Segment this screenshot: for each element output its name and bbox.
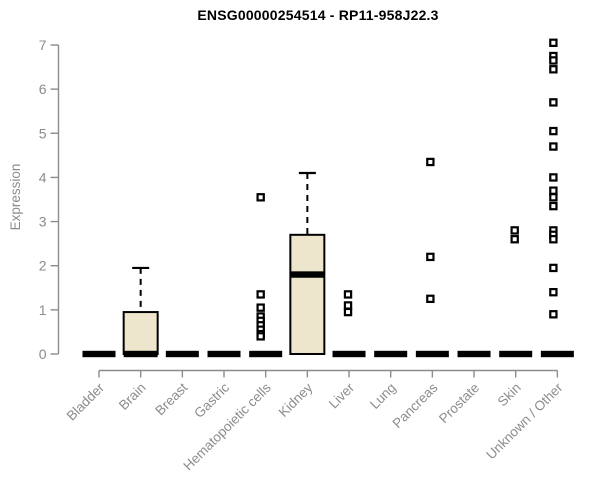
outlier-point [343, 301, 353, 310]
zero-bar [540, 350, 574, 358]
zero-bar [332, 350, 366, 358]
x-tick-label: Skin [495, 380, 524, 409]
y-tick-label: 7 [39, 37, 47, 53]
outlier-point [549, 235, 558, 244]
x-tick-label: Kidney [276, 380, 316, 420]
x-tick-label: Breast [152, 380, 190, 418]
outlier-point [426, 157, 435, 167]
outlier-point [343, 307, 353, 317]
zero-bar [82, 350, 116, 358]
y-tick-label: 2 [39, 258, 47, 274]
outlier-point [256, 193, 265, 202]
x-tick-label: Unknown / Other [483, 380, 566, 463]
zero-bar [499, 350, 533, 358]
x-tick-label: Gastric [191, 380, 232, 421]
outlier-point [256, 290, 265, 299]
outlier-point [549, 310, 558, 319]
outlier-point [549, 56, 558, 65]
outlier-point [549, 287, 558, 297]
outlier-point [549, 263, 558, 273]
x-tick-label: Bladder [64, 380, 108, 424]
outlier-point [549, 126, 558, 136]
chart-title: ENSG00000254514 - RP11-958J22.3 [197, 7, 439, 23]
outlier-point [510, 226, 519, 235]
x-tick-label: Prostate [436, 380, 482, 426]
outlier-point [549, 201, 558, 211]
box-kidney [289, 233, 326, 355]
outlier-point [549, 65, 558, 74]
outlier-point [549, 98, 558, 107]
median-line [123, 350, 158, 358]
outlier-point [549, 186, 558, 195]
outlier-point [256, 332, 265, 341]
outlier-point [426, 252, 435, 262]
outlier-point [510, 235, 519, 244]
y-tick-label: 0 [39, 346, 47, 362]
outlier-point [549, 142, 558, 151]
zero-bar [374, 350, 408, 358]
box-brain [122, 311, 159, 355]
y-tick-label: 5 [39, 125, 47, 141]
zero-bar [207, 350, 241, 358]
x-tick-label: Lung [367, 380, 399, 412]
outlier-point [549, 38, 558, 47]
outlier-point [549, 173, 558, 182]
outlier-point [256, 303, 265, 312]
zero-bar [415, 350, 449, 358]
y-tick-label: 4 [39, 169, 47, 185]
outlier-point [549, 193, 558, 202]
x-tick-label: Brain [116, 380, 149, 413]
y-tick-label: 6 [39, 81, 47, 97]
y-tick-label: 1 [39, 302, 47, 318]
outlier-point [343, 290, 353, 299]
zero-bar [165, 350, 199, 358]
outlier-point [426, 294, 435, 304]
y-tick-label: 3 [39, 214, 47, 230]
zero-bar [457, 350, 491, 358]
x-tick-label: Liver [326, 380, 358, 412]
zero-bar [249, 350, 283, 358]
median-line [290, 271, 325, 278]
x-tick-label: Pancreas [390, 380, 441, 431]
